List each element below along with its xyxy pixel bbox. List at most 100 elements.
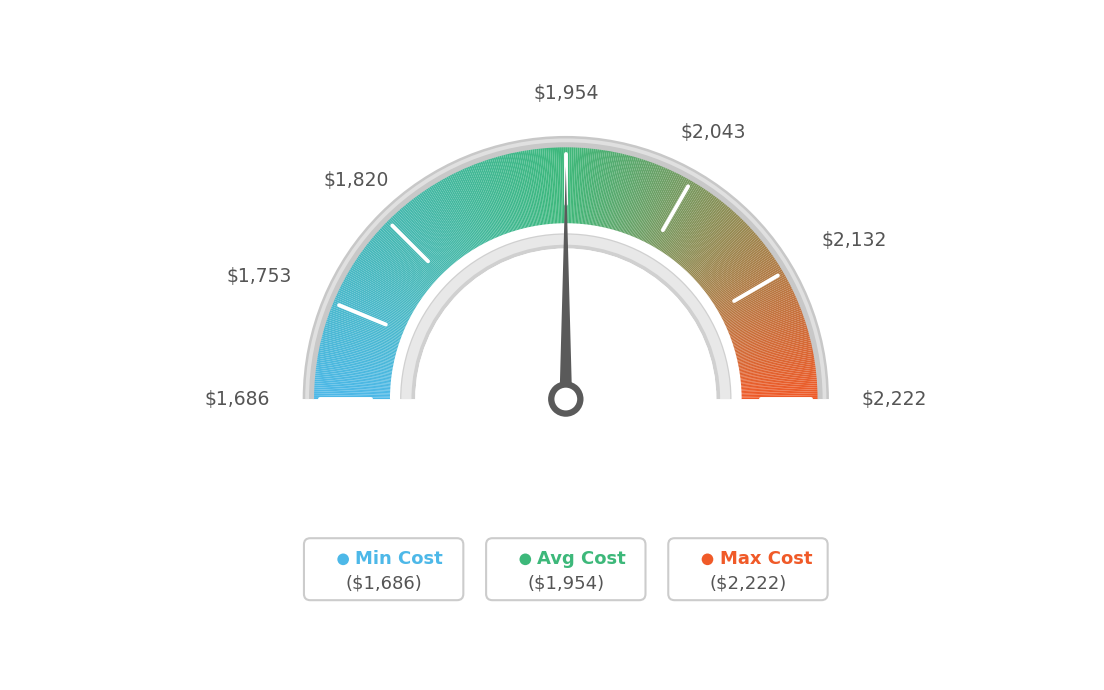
Wedge shape xyxy=(449,174,487,244)
Wedge shape xyxy=(716,270,785,311)
Wedge shape xyxy=(598,150,615,228)
Wedge shape xyxy=(581,147,590,225)
Wedge shape xyxy=(726,299,799,331)
Wedge shape xyxy=(736,346,814,364)
Wedge shape xyxy=(422,190,468,255)
Wedge shape xyxy=(482,159,509,235)
Wedge shape xyxy=(741,393,819,396)
Wedge shape xyxy=(342,279,412,317)
Wedge shape xyxy=(599,151,617,228)
Wedge shape xyxy=(480,160,508,235)
Wedge shape xyxy=(605,152,625,229)
Text: ($1,954): ($1,954) xyxy=(528,574,604,592)
Wedge shape xyxy=(469,164,500,238)
Wedge shape xyxy=(376,230,436,284)
Circle shape xyxy=(338,553,349,565)
Wedge shape xyxy=(556,146,561,225)
Wedge shape xyxy=(328,311,402,340)
Wedge shape xyxy=(373,233,434,286)
Wedge shape xyxy=(314,373,392,383)
Wedge shape xyxy=(638,168,671,241)
Wedge shape xyxy=(715,268,784,310)
Wedge shape xyxy=(378,229,437,283)
Wedge shape xyxy=(711,259,777,303)
Wedge shape xyxy=(705,247,769,295)
Wedge shape xyxy=(590,148,602,226)
Wedge shape xyxy=(314,385,392,391)
Wedge shape xyxy=(560,146,563,224)
Circle shape xyxy=(702,553,713,565)
Wedge shape xyxy=(645,174,682,244)
Wedge shape xyxy=(443,177,481,247)
Wedge shape xyxy=(737,355,816,371)
Wedge shape xyxy=(363,246,427,294)
Wedge shape xyxy=(312,397,391,399)
Wedge shape xyxy=(700,238,762,289)
Wedge shape xyxy=(336,291,407,326)
Wedge shape xyxy=(402,235,730,399)
Wedge shape xyxy=(331,302,404,333)
Wedge shape xyxy=(407,200,458,263)
Wedge shape xyxy=(724,293,796,327)
Wedge shape xyxy=(703,244,767,293)
Wedge shape xyxy=(359,252,424,299)
Wedge shape xyxy=(527,149,540,226)
Wedge shape xyxy=(730,311,804,340)
Wedge shape xyxy=(458,169,492,241)
Wedge shape xyxy=(639,169,673,241)
Wedge shape xyxy=(369,239,431,290)
Text: $2,043: $2,043 xyxy=(680,124,746,142)
Wedge shape xyxy=(611,155,633,230)
Wedge shape xyxy=(326,319,401,345)
Wedge shape xyxy=(496,155,519,231)
Wedge shape xyxy=(522,150,538,227)
Wedge shape xyxy=(391,215,446,273)
Wedge shape xyxy=(740,383,818,389)
Wedge shape xyxy=(686,215,741,273)
Wedge shape xyxy=(734,331,810,353)
Wedge shape xyxy=(737,350,815,366)
Wedge shape xyxy=(411,198,460,261)
Wedge shape xyxy=(580,147,587,225)
Wedge shape xyxy=(434,182,476,250)
Wedge shape xyxy=(475,162,505,236)
FancyBboxPatch shape xyxy=(668,538,828,600)
Wedge shape xyxy=(635,167,668,239)
Wedge shape xyxy=(592,149,605,226)
Wedge shape xyxy=(323,325,399,349)
Wedge shape xyxy=(344,275,414,315)
Wedge shape xyxy=(622,159,648,234)
Wedge shape xyxy=(731,317,806,344)
Text: $1,686: $1,686 xyxy=(204,390,269,408)
Wedge shape xyxy=(737,352,815,368)
Wedge shape xyxy=(718,275,787,315)
Wedge shape xyxy=(726,300,799,333)
Wedge shape xyxy=(314,383,392,389)
Wedge shape xyxy=(733,325,808,349)
Wedge shape xyxy=(437,180,478,249)
Wedge shape xyxy=(740,373,818,383)
Wedge shape xyxy=(406,201,457,264)
Wedge shape xyxy=(630,164,661,237)
Wedge shape xyxy=(497,155,520,231)
Wedge shape xyxy=(626,161,656,236)
Wedge shape xyxy=(734,334,810,355)
Wedge shape xyxy=(484,159,510,234)
Wedge shape xyxy=(719,277,788,316)
Wedge shape xyxy=(540,147,550,226)
Wedge shape xyxy=(731,319,806,345)
Wedge shape xyxy=(362,247,426,295)
Wedge shape xyxy=(520,150,535,227)
Wedge shape xyxy=(322,328,399,352)
Wedge shape xyxy=(698,233,758,286)
Wedge shape xyxy=(582,147,592,226)
Wedge shape xyxy=(347,270,415,311)
Wedge shape xyxy=(338,288,408,324)
Wedge shape xyxy=(317,350,394,366)
Wedge shape xyxy=(544,147,552,225)
Wedge shape xyxy=(593,149,607,227)
Wedge shape xyxy=(312,389,391,393)
Circle shape xyxy=(554,388,577,411)
Wedge shape xyxy=(390,216,445,274)
Text: Avg Cost: Avg Cost xyxy=(538,551,626,569)
